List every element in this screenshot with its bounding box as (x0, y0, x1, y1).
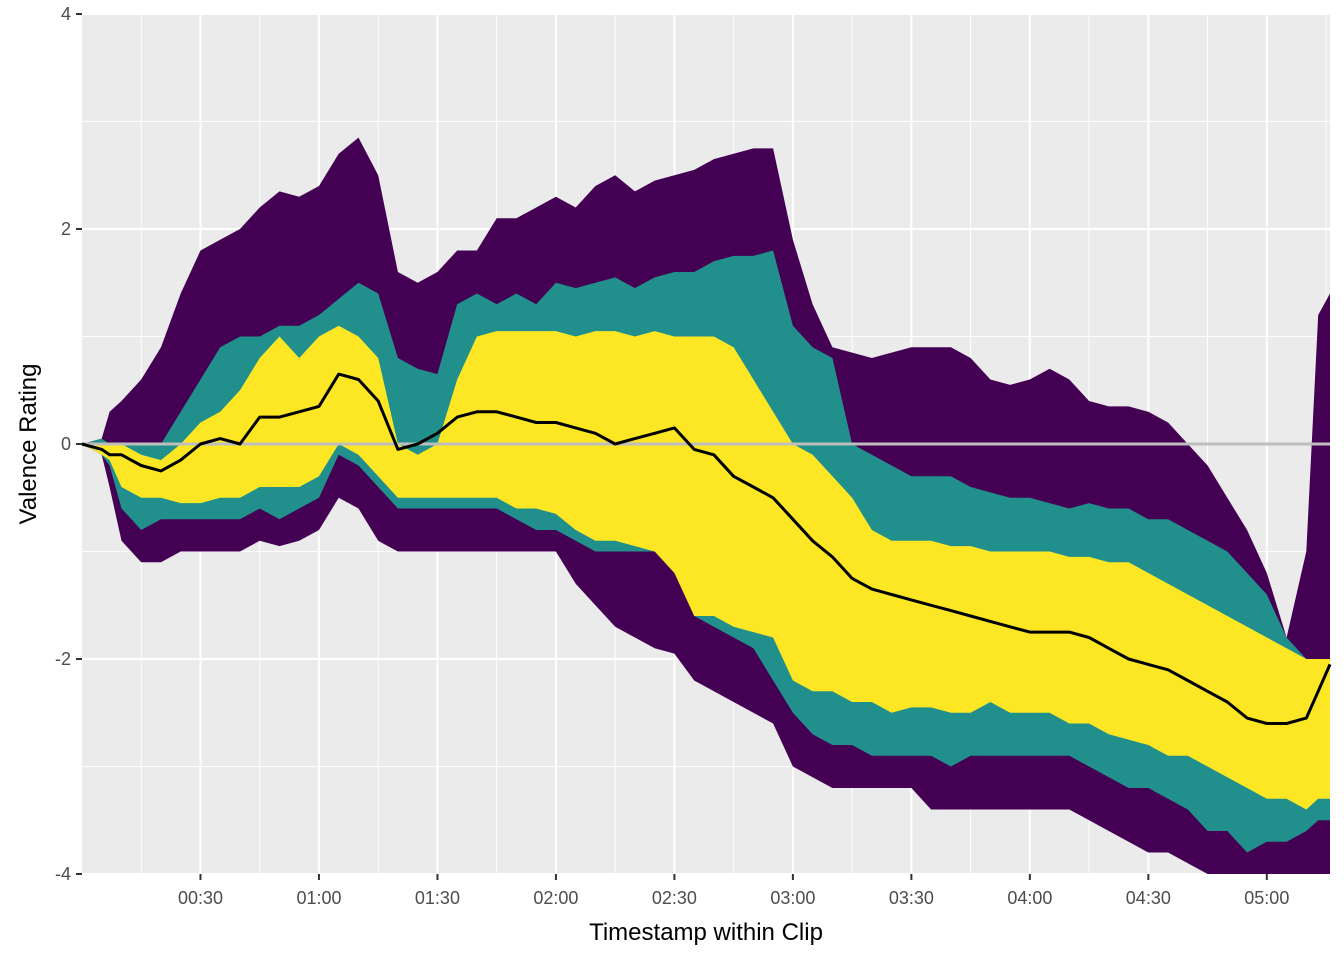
y-tick-label: 2 (61, 219, 71, 239)
series-line-1 (81, 372, 1332, 725)
x-axis-title: Timestamp within Clip (589, 919, 823, 946)
y-axis: -4 -2 0 2 4 (55, 4, 82, 884)
y-axis-title: Valence Rating (15, 364, 42, 525)
band-3 (82, 325, 1330, 810)
x-tick-label: 02:30 (652, 888, 697, 908)
x-tick-label: 01:00 (296, 888, 341, 908)
x-tick-label: 03:30 (889, 888, 934, 908)
y-tick-label: 0 (61, 434, 71, 454)
y-tick-label: 4 (61, 4, 71, 24)
mean-valence-line (81, 372, 1332, 725)
y-tick-label: -4 (55, 864, 71, 884)
x-tick-label: 05:00 (1244, 888, 1289, 908)
x-tick-label: 04:30 (1126, 888, 1171, 908)
x-tick-label: 04:00 (1007, 888, 1052, 908)
x-tick-label: 00:30 (178, 888, 223, 908)
valence-bands (82, 137, 1330, 875)
x-tick-label: 02:00 (533, 888, 578, 908)
x-tick-label: 03:00 (770, 888, 815, 908)
x-axis: 00:30 01:00 01:30 02:00 02:30 03:00 03:30 04:00… (178, 874, 1289, 908)
y-tick-label: -2 (55, 649, 71, 669)
x-tick-label: 01:30 (415, 888, 460, 908)
